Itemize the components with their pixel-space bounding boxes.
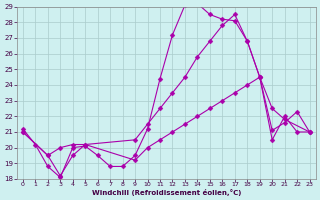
X-axis label: Windchill (Refroidissement éolien,°C): Windchill (Refroidissement éolien,°C) [92,189,241,196]
